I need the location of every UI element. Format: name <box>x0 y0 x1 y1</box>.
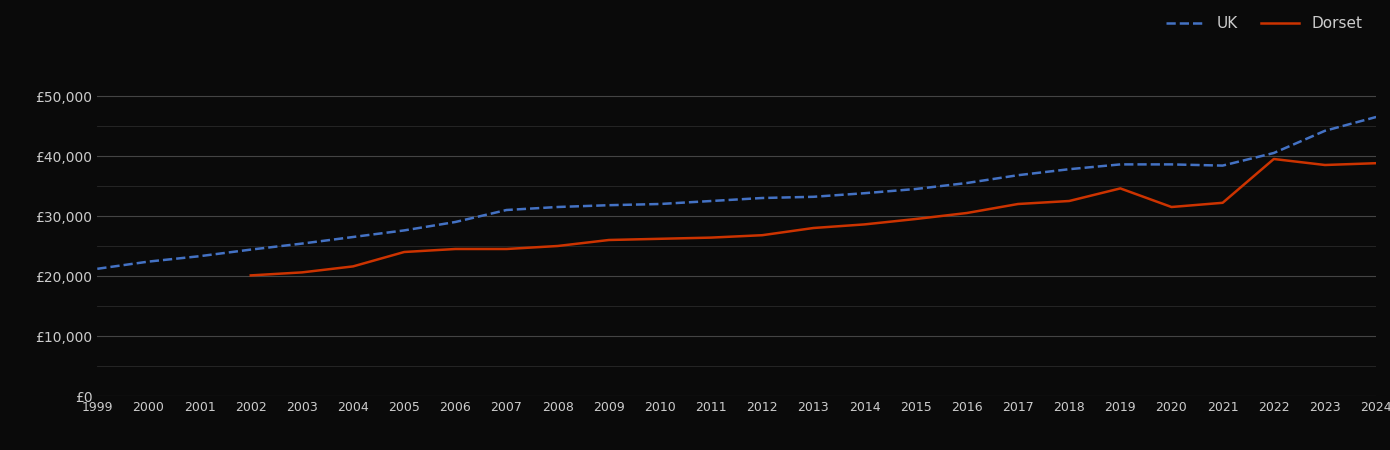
UK <box>600 202 617 208</box>
Dorset <box>1112 186 1129 191</box>
UK <box>448 219 464 225</box>
UK <box>1163 162 1180 167</box>
Dorset <box>345 264 361 269</box>
Dorset <box>1163 204 1180 210</box>
Dorset <box>703 235 720 240</box>
UK <box>908 186 924 192</box>
Line: UK: UK <box>97 117 1376 269</box>
UK <box>1265 150 1282 156</box>
Dorset <box>396 249 413 255</box>
UK <box>1215 163 1232 168</box>
UK <box>396 228 413 233</box>
Dorset <box>448 246 464 252</box>
Dorset <box>908 216 924 222</box>
Line: Dorset: Dorset <box>250 159 1376 275</box>
Dorset <box>1316 162 1333 168</box>
Dorset <box>652 236 669 242</box>
Dorset <box>856 222 873 227</box>
UK <box>1061 166 1077 172</box>
Dorset <box>959 210 976 216</box>
UK <box>140 259 157 264</box>
Dorset <box>1009 201 1026 207</box>
Dorset <box>1368 161 1384 166</box>
Dorset <box>1265 156 1282 162</box>
UK <box>1368 114 1384 120</box>
Dorset <box>1215 200 1232 206</box>
UK <box>805 194 821 199</box>
Dorset <box>242 273 259 278</box>
UK <box>959 180 976 186</box>
UK <box>498 207 514 213</box>
UK <box>1112 162 1129 167</box>
Dorset <box>600 237 617 243</box>
Dorset <box>805 225 821 231</box>
UK <box>345 234 361 240</box>
Dorset <box>753 233 770 238</box>
UK <box>192 253 208 259</box>
Dorset <box>498 246 514 252</box>
Dorset <box>1061 198 1077 204</box>
UK <box>89 266 106 271</box>
UK <box>753 195 770 201</box>
UK <box>549 204 566 210</box>
UK <box>1316 128 1333 134</box>
Dorset <box>293 270 310 275</box>
UK <box>242 247 259 252</box>
Legend: UK, Dorset: UK, Dorset <box>1161 10 1369 37</box>
UK <box>652 201 669 207</box>
UK <box>856 190 873 196</box>
UK <box>293 241 310 246</box>
UK <box>703 198 720 204</box>
UK <box>1009 172 1026 178</box>
Dorset <box>549 243 566 249</box>
